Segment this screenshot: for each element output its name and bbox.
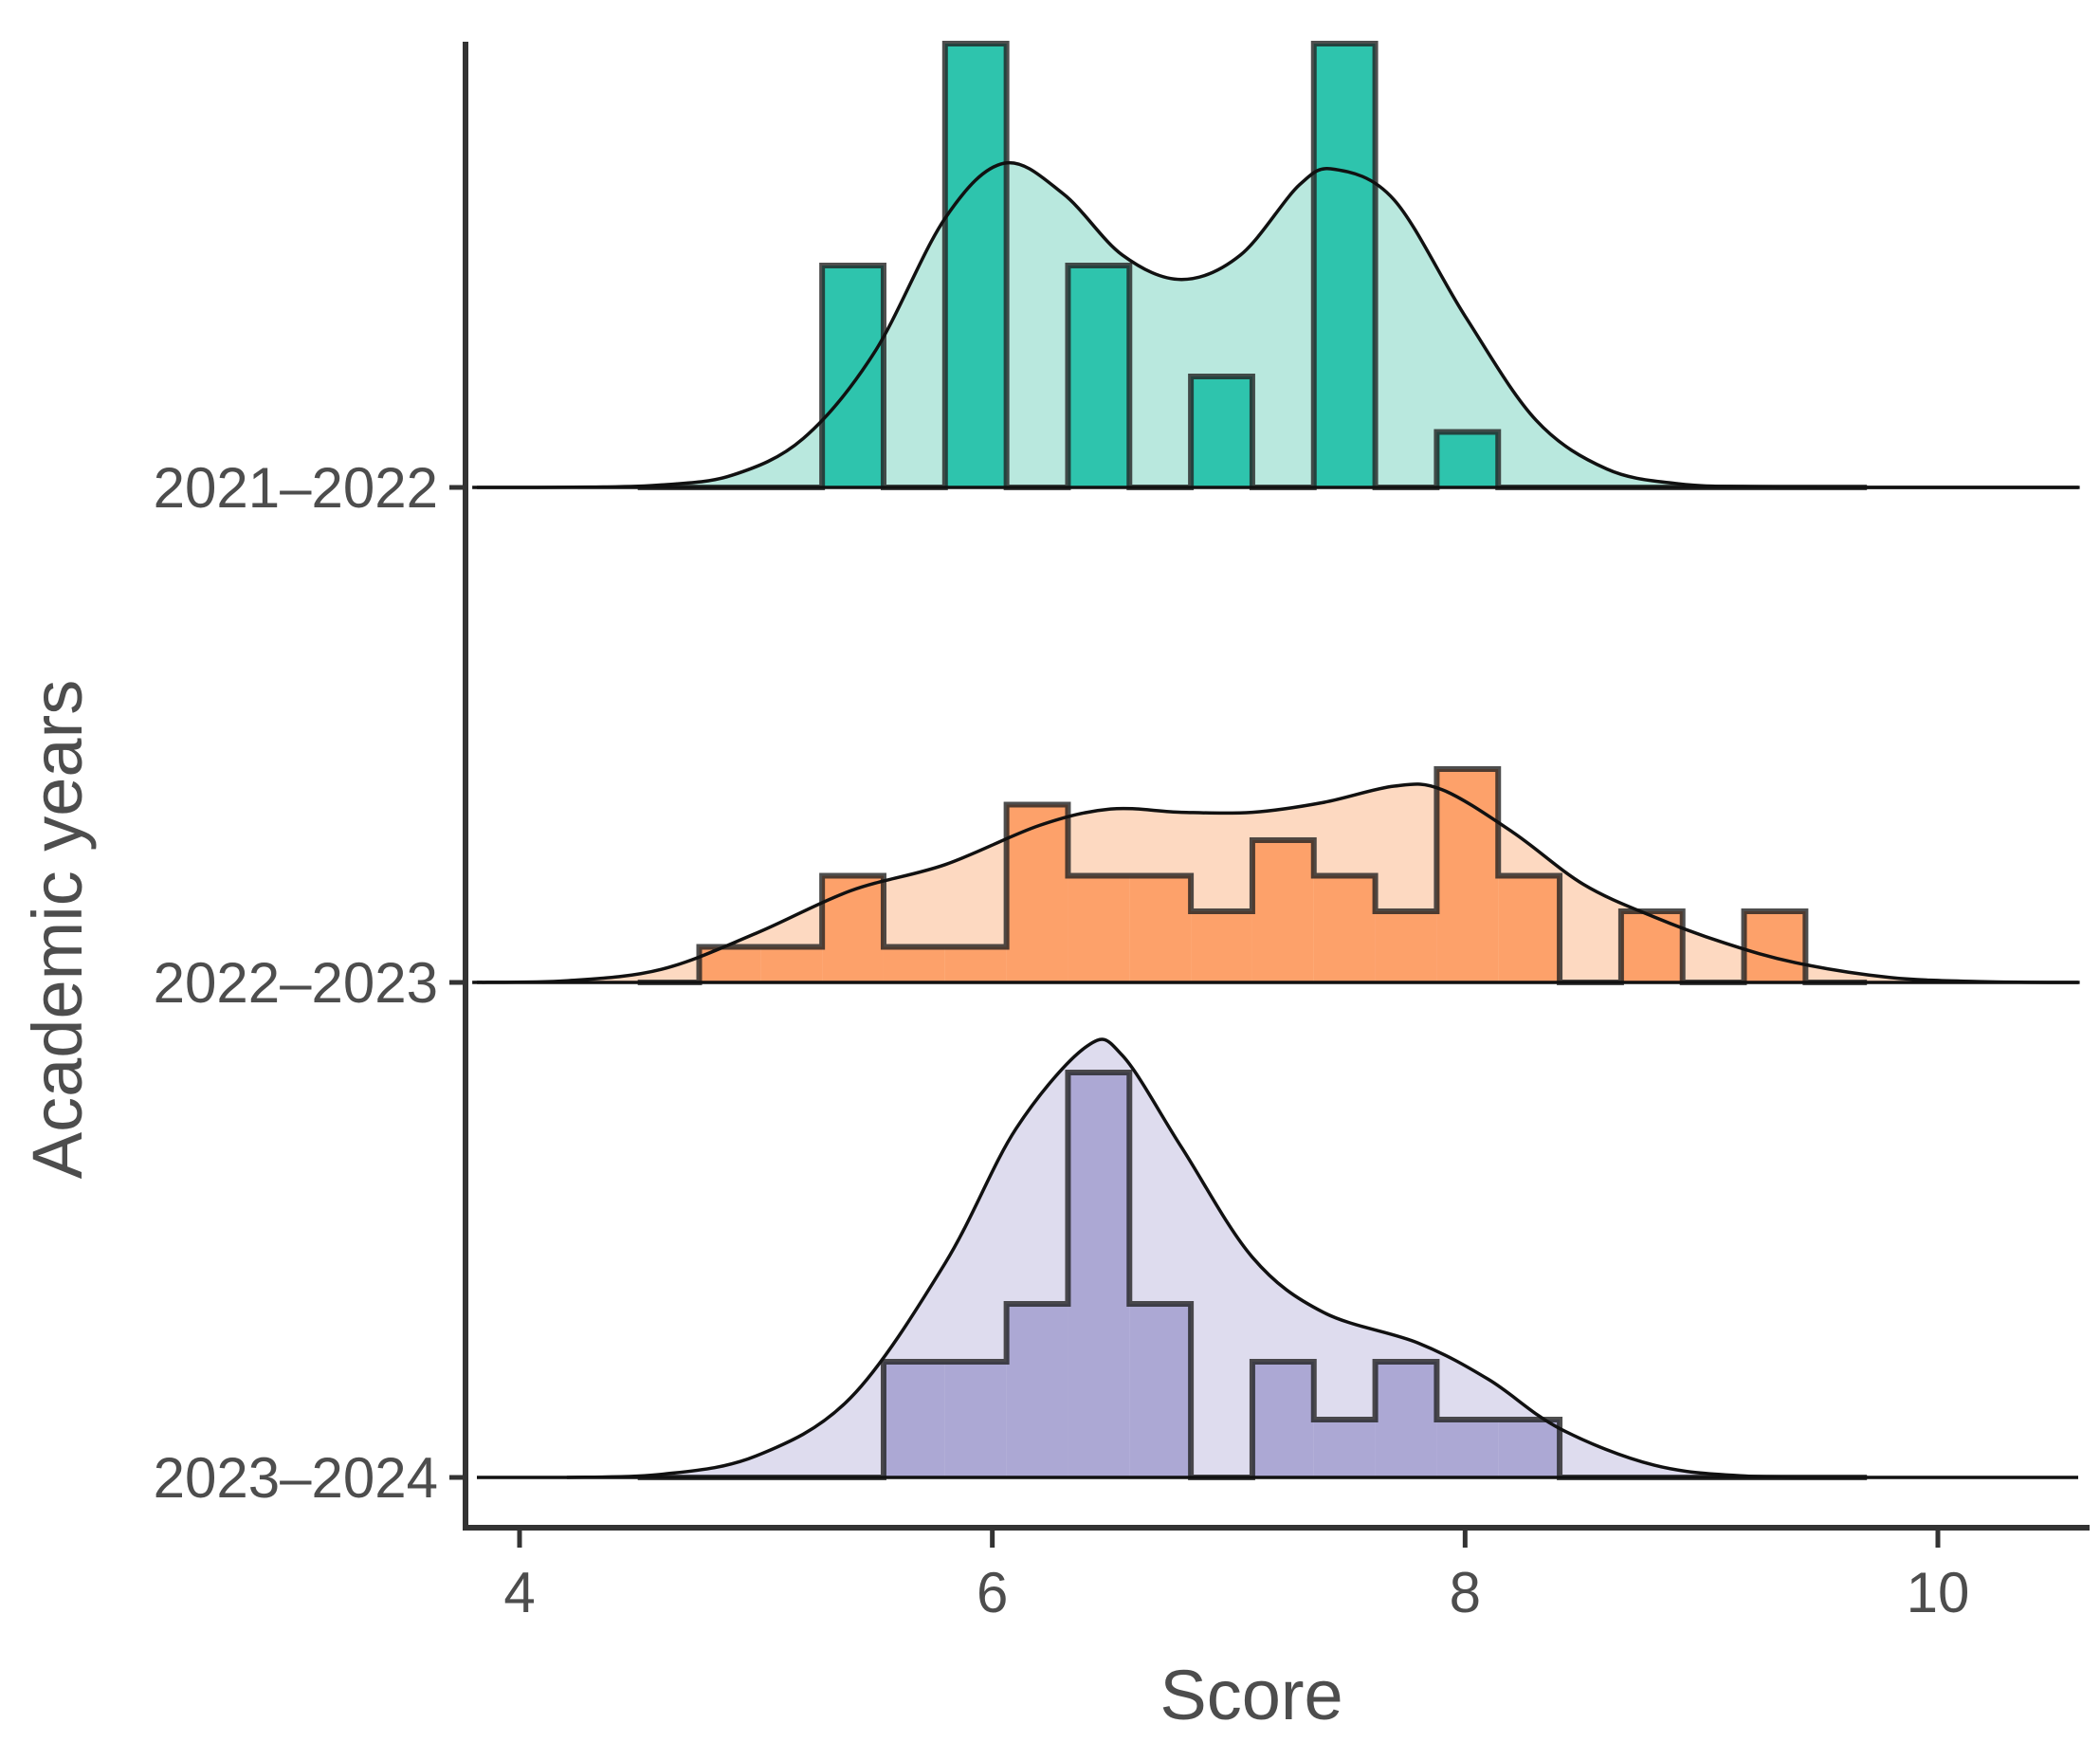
histogram-bar bbox=[1006, 804, 1068, 982]
ridge-1 bbox=[472, 41, 2080, 490]
histogram-bar bbox=[944, 1362, 1007, 1477]
ridges bbox=[472, 41, 2080, 1480]
ridge-3 bbox=[477, 1037, 2078, 1480]
y-tick-label: 2022–2023 bbox=[154, 951, 438, 1015]
y-axis-title: Academic years bbox=[18, 680, 97, 1179]
histogram-bar bbox=[1251, 840, 1314, 982]
histogram-bar bbox=[1191, 376, 1252, 487]
density-area-3 bbox=[566, 1038, 1868, 1478]
histogram-bar bbox=[1436, 431, 1499, 487]
histogram-bar bbox=[1620, 911, 1683, 982]
x-tick-label: 8 bbox=[1450, 1561, 1481, 1624]
histogram-bar bbox=[944, 946, 1007, 982]
histogram-bar bbox=[1068, 1073, 1130, 1477]
histogram-bar bbox=[883, 1362, 945, 1477]
y-tick-label: 2021–2022 bbox=[154, 456, 438, 520]
ridge-2 bbox=[472, 766, 2080, 985]
axes bbox=[463, 42, 2090, 1531]
histogram-bar bbox=[1436, 1420, 1499, 1477]
x-tick-label: 6 bbox=[977, 1561, 1008, 1624]
histogram-bar bbox=[1313, 875, 1376, 982]
x-ticks: 4 6 8 10 bbox=[503, 1531, 1969, 1624]
histogram-outline-2 bbox=[637, 766, 1868, 985]
histogram-bar bbox=[1129, 1304, 1192, 1477]
density-line-3 bbox=[566, 1037, 1868, 1479]
histogram-bar bbox=[1375, 1362, 1437, 1477]
histogram-bar bbox=[1313, 44, 1376, 487]
y-ticks: 2021–2022 2022–2023 2023–2024 bbox=[154, 456, 466, 1510]
density-line-2 bbox=[472, 782, 2080, 984]
histogram-bar bbox=[1251, 1362, 1314, 1477]
x-axis-title: Score bbox=[1160, 1656, 1342, 1734]
y-tick-label: 2023–2024 bbox=[154, 1446, 438, 1510]
histogram-bar bbox=[1375, 911, 1437, 982]
histogram-bar bbox=[1129, 875, 1192, 982]
histogram-bar bbox=[1498, 1420, 1561, 1477]
histogram-bar bbox=[822, 875, 884, 982]
histogram-bar bbox=[883, 946, 945, 982]
histogram-bar bbox=[944, 44, 1007, 487]
histogram-bar bbox=[822, 266, 884, 487]
x-tick-label: 4 bbox=[503, 1561, 535, 1624]
histogram-bar bbox=[1068, 875, 1130, 982]
histogram-bar bbox=[1006, 1304, 1068, 1477]
histogram-bar bbox=[1191, 911, 1252, 982]
histogram-bar bbox=[1744, 911, 1806, 982]
histogram-bar bbox=[760, 946, 823, 982]
histogram-bar bbox=[1068, 266, 1130, 487]
histogram-bar bbox=[1313, 1420, 1376, 1477]
histogram-bar bbox=[1498, 875, 1561, 982]
density-line-1 bbox=[472, 160, 2080, 489]
x-tick-label: 10 bbox=[1907, 1561, 1970, 1624]
